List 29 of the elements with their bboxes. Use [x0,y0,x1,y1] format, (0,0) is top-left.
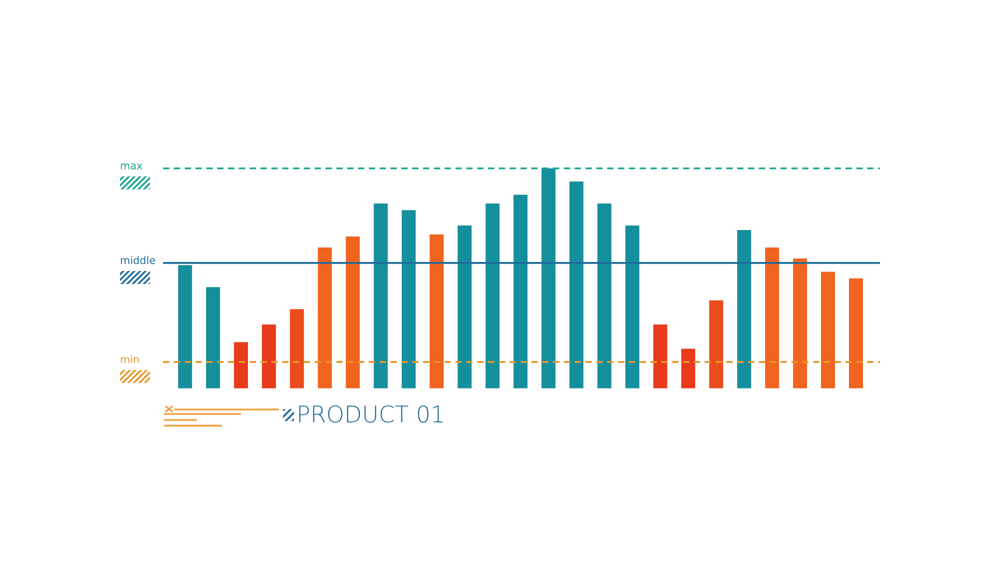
bar [765,248,780,388]
bar [709,300,724,388]
bar [821,272,835,388]
bar [346,236,360,388]
bar [430,234,444,388]
ref-line-label: max [120,164,142,170]
bar [206,287,220,388]
bar [290,309,304,388]
bar [486,204,500,388]
bar [848,278,863,388]
bar [569,182,584,388]
bar [178,265,192,388]
bar [374,204,388,388]
bar [458,226,472,388]
text: PRODUCT 01 [299,405,442,423]
bar [262,324,276,388]
bar [234,342,248,388]
bar [625,226,640,388]
bar [793,258,808,388]
bar [681,348,696,388]
bar [541,168,556,388]
bar [597,204,612,388]
bar [318,248,332,388]
bar [514,194,528,388]
bar [402,210,416,388]
ref-line-label: min [120,355,139,363]
bar [737,230,752,388]
ref-line-label: middle [120,256,156,264]
bar [653,324,668,388]
